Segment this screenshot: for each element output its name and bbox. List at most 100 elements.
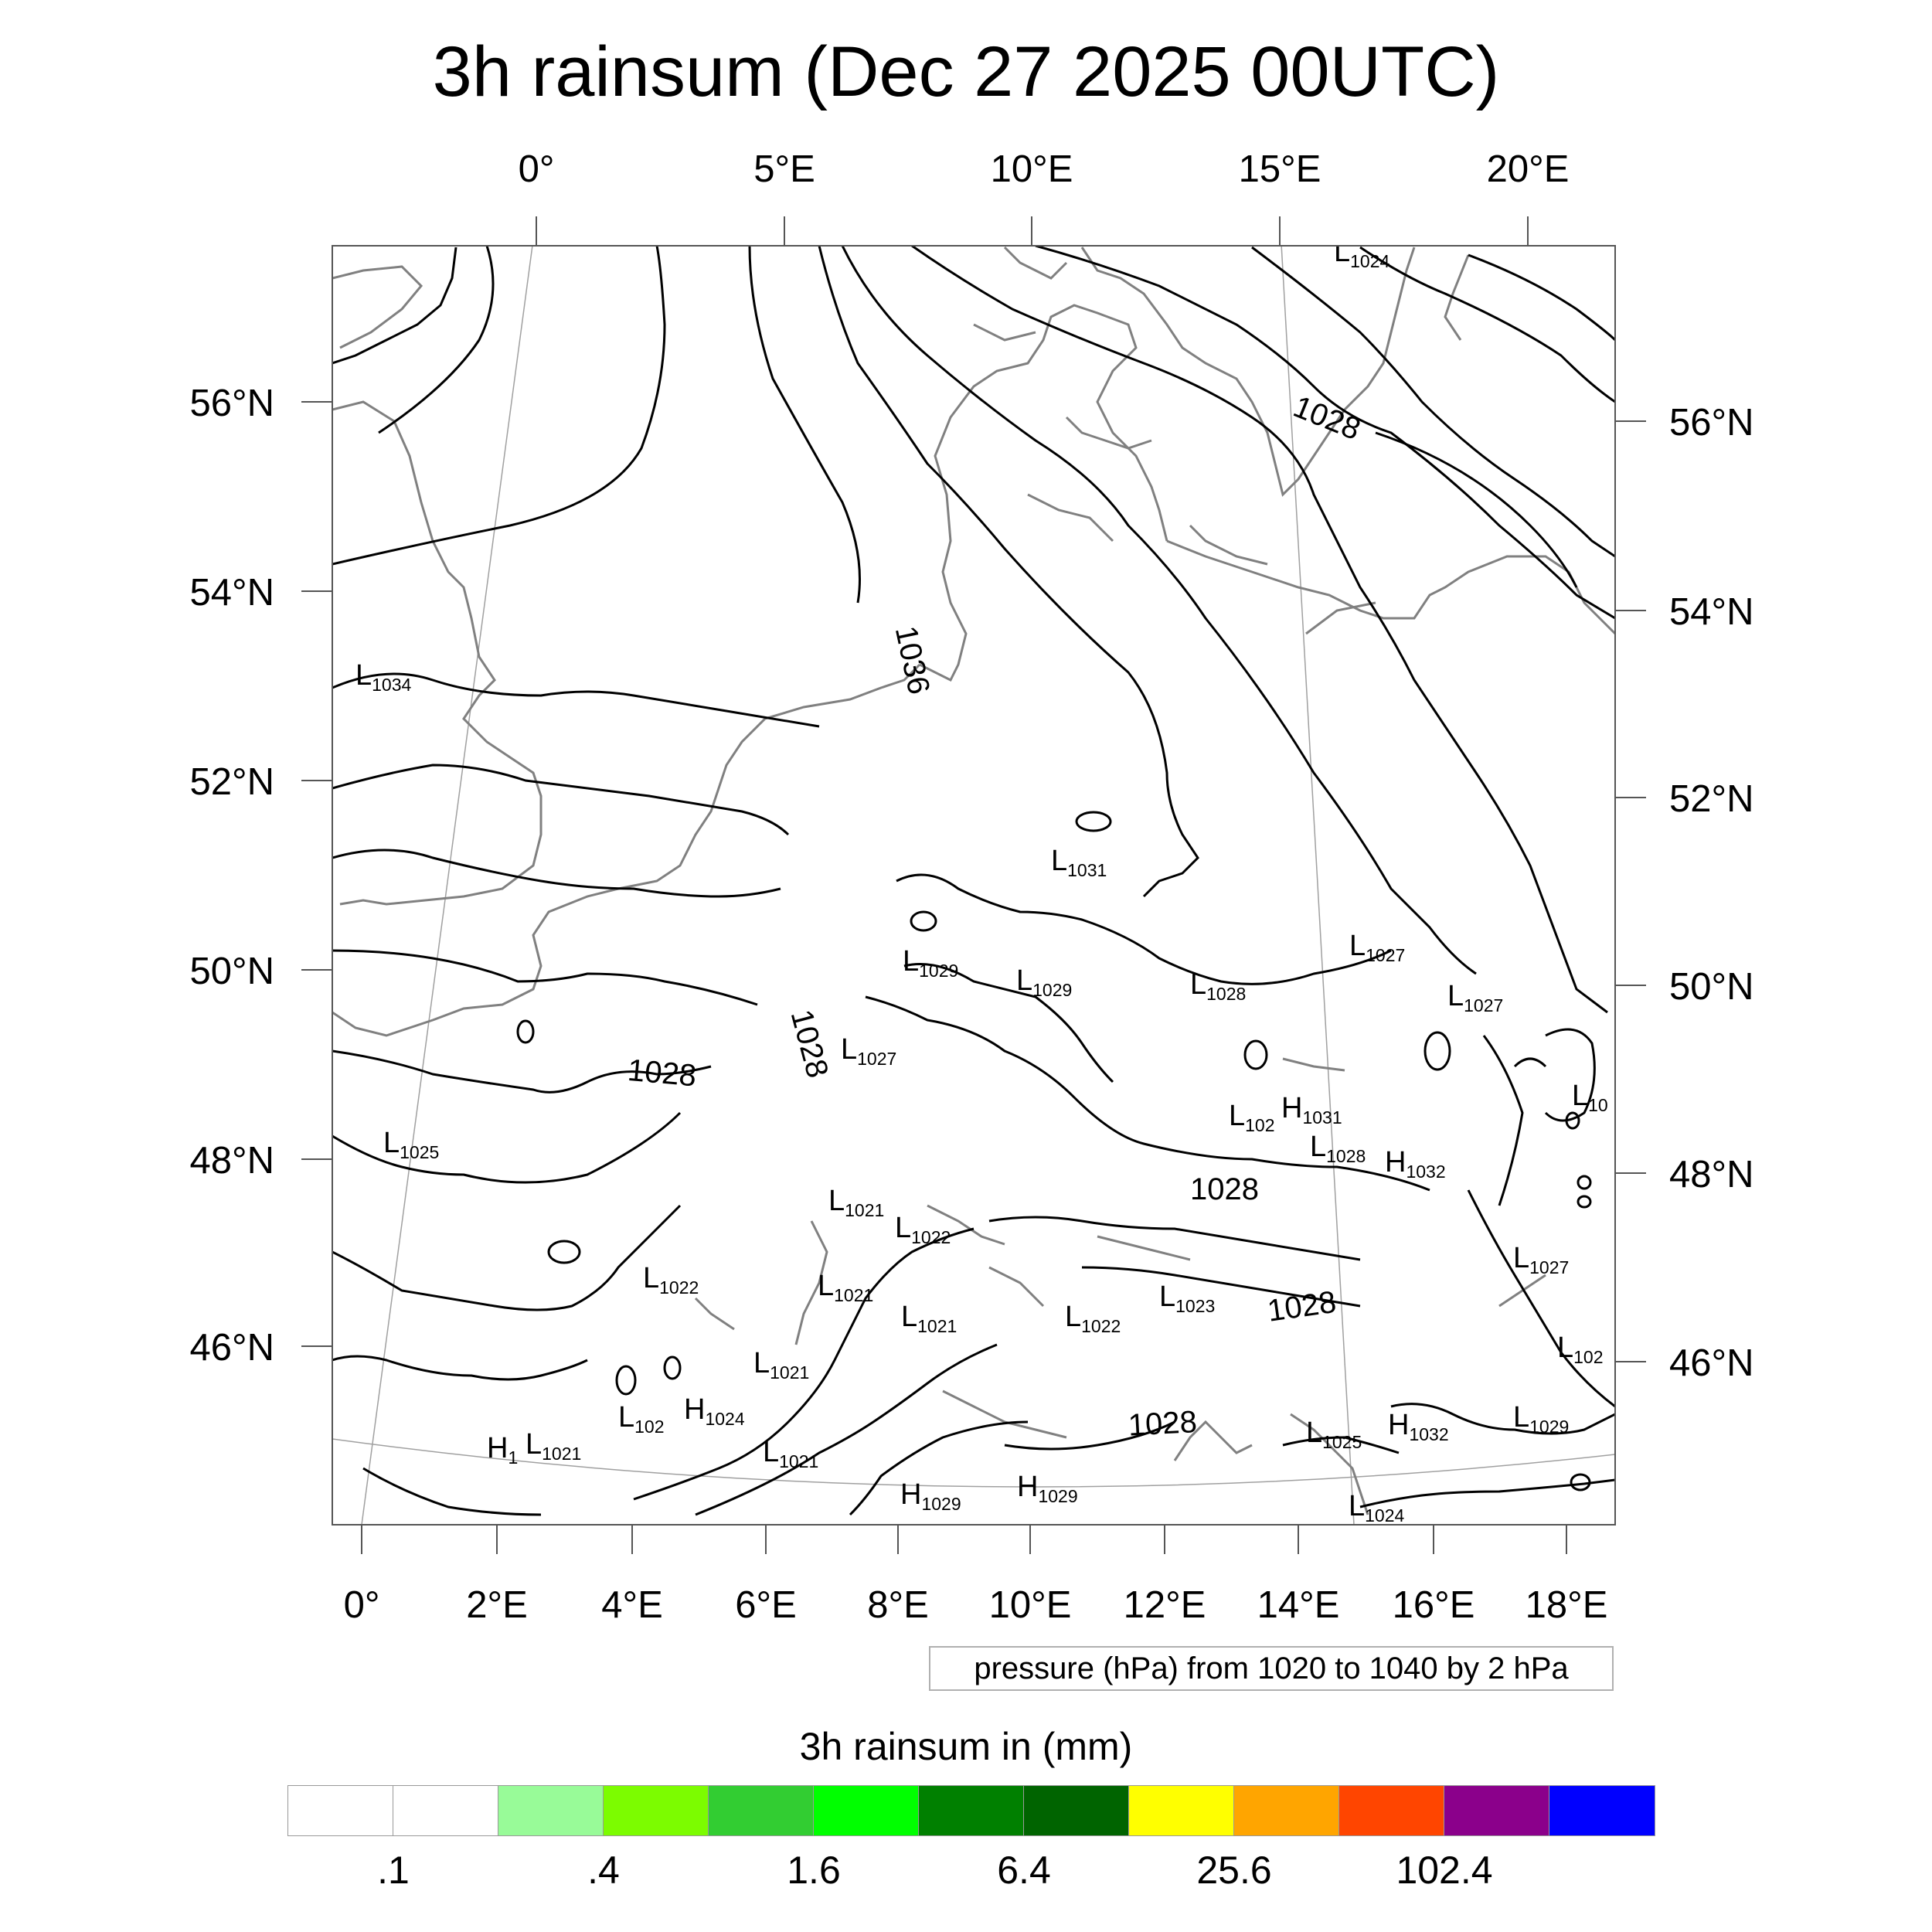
colorbar-label: 1.6: [787, 1849, 841, 1892]
pressure-center: L102: [1557, 1332, 1604, 1367]
lat-label: 56°N: [1669, 402, 1753, 444]
lat-label: 54°N: [190, 572, 274, 614]
colorbar-box: [1024, 1786, 1129, 1835]
pressure-center: L1028: [1310, 1131, 1366, 1166]
pressure-center: H1032: [1388, 1409, 1449, 1444]
pressure-center: L1021: [526, 1428, 581, 1464]
pressure-center: L1029: [1513, 1401, 1569, 1437]
pressure-center: L1021: [901, 1301, 957, 1336]
pressure-center: H1029: [1017, 1471, 1078, 1506]
colorbar-box: [498, 1786, 604, 1835]
lon-label: 20°E: [1487, 148, 1570, 190]
pressure-center: L1022: [643, 1262, 699, 1298]
pressure-center: L1031: [1051, 845, 1107, 880]
lat-label: 46°N: [1669, 1342, 1753, 1384]
lon-label: 14°E: [1257, 1584, 1340, 1626]
lon-label: 15°E: [1239, 148, 1321, 190]
lat-label: 50°N: [190, 951, 274, 992]
pressure-center: L1021: [818, 1270, 873, 1305]
lon-label: 8°E: [867, 1584, 929, 1626]
lat-label: 56°N: [190, 383, 274, 424]
pressure-center: L1024: [1349, 1490, 1405, 1526]
colorbar-box: [1549, 1786, 1655, 1835]
colorbar-label: .1: [377, 1849, 410, 1892]
lon-label: 5°E: [753, 148, 815, 190]
pressure-center: L10: [1572, 1080, 1608, 1115]
colorbar-box: [604, 1786, 709, 1835]
bottom-longitude-labels: 0° 2°E 4°E 6°E 8°E 10°E 12°E 14°E 16°E 1…: [344, 1584, 1608, 1626]
pressure-center: L1027: [1349, 930, 1405, 965]
colorbar-title: 3h rainsum in (mm): [799, 1725, 1133, 1768]
pressure-center: L1022: [895, 1212, 951, 1247]
colorbar-box: [814, 1786, 919, 1835]
lon-label: 0°: [344, 1584, 380, 1626]
isobar-label: 1028: [626, 1053, 697, 1094]
lat-label: 54°N: [1669, 591, 1753, 633]
lat-label: 48°N: [190, 1140, 274, 1182]
lon-label: 6°E: [735, 1584, 797, 1626]
colorbar-box: [1129, 1786, 1234, 1835]
top-longitude-labels: 0° 5°E 10°E 15°E 20°E: [519, 148, 1570, 190]
lat-label: 48°N: [1669, 1154, 1753, 1196]
colorbar-box: [288, 1786, 393, 1835]
isobar-label: 1028: [1190, 1172, 1259, 1206]
pressure-center: H1032: [1385, 1146, 1446, 1182]
colorbar-box: [709, 1786, 814, 1835]
isobars: [332, 246, 1615, 1516]
lat-label: 46°N: [190, 1327, 274, 1369]
colorbar-label: 25.6: [1196, 1849, 1272, 1892]
pressure-center: L1027: [1447, 980, 1503, 1015]
colorbar-box: [1339, 1786, 1444, 1835]
pressure-center: L1027: [1513, 1242, 1569, 1277]
pressure-center: L1022: [1065, 1301, 1121, 1336]
pressure-center: H1: [487, 1432, 518, 1468]
lon-label: 10°E: [989, 1584, 1072, 1626]
plot-frame: [332, 245, 1616, 1526]
pressure-center: L1028: [1190, 968, 1246, 1004]
pressure-center: L1023: [1159, 1281, 1215, 1316]
colorbar-label: 6.4: [997, 1849, 1051, 1892]
pressure-center: L1021: [828, 1185, 884, 1220]
colorbar-box: [1444, 1786, 1549, 1835]
pressure-centers: L1024 L1034 L1031 L1027 L1027 L1029 L102…: [355, 236, 1608, 1526]
map-title: 3h rainsum (Dec 27 2025 00UTC): [432, 32, 1500, 111]
lon-label: 2°E: [466, 1584, 528, 1626]
pressure-center: L1021: [753, 1347, 809, 1383]
lon-label: 16°E: [1393, 1584, 1475, 1626]
pressure-center: L1021: [763, 1436, 818, 1471]
colorbar-label: .4: [587, 1849, 620, 1892]
colorbar-label: 102.4: [1396, 1849, 1493, 1892]
pressure-center: L102: [1229, 1100, 1275, 1135]
lat-label: 52°N: [190, 761, 274, 803]
colorbar-box: [919, 1786, 1024, 1835]
graticule: [332, 246, 1615, 1525]
lon-label: 4°E: [601, 1584, 663, 1626]
pressure-center: L1027: [841, 1033, 896, 1069]
map-background: [332, 246, 1615, 1525]
pressure-center: L1034: [355, 659, 412, 695]
left-latitude-labels: 56°N 54°N 52°N 50°N 48°N 46°N: [190, 383, 274, 1369]
pressure-center: L1025: [383, 1127, 439, 1162]
colorbar-box: [1234, 1786, 1339, 1835]
pressure-center: L1029: [1016, 964, 1072, 1000]
axis-ticks: [301, 216, 1646, 1554]
contour-info-box: pressure (hPa) from 1020 to 1040 by 2 hP…: [929, 1646, 1614, 1691]
colorbar-box: [393, 1786, 498, 1835]
lon-label: 12°E: [1124, 1584, 1206, 1626]
lon-label: 18°E: [1526, 1584, 1608, 1626]
lon-label: 10°E: [991, 148, 1073, 190]
lon-label: 0°: [519, 148, 555, 190]
colorbar: [287, 1785, 1655, 1836]
pressure-center: H1031: [1281, 1092, 1342, 1128]
pressure-center: H1024: [684, 1393, 745, 1429]
lat-label: 52°N: [1669, 778, 1753, 820]
pressure-center: H1029: [900, 1478, 961, 1514]
pressure-center: L1025: [1306, 1417, 1362, 1452]
isobar-label: 1028: [1128, 1405, 1198, 1443]
pressure-center: L1024: [1334, 236, 1390, 271]
colorbar-labels: .1 .4 1.6 6.4 25.6 102.4: [0, 1847, 1932, 1901]
lat-label: 50°N: [1669, 966, 1753, 1008]
pressure-center: L1029: [903, 945, 958, 981]
right-latitude-labels: 56°N 54°N 52°N 50°N 48°N 46°N: [1669, 402, 1753, 1384]
pressure-center: L102: [618, 1401, 665, 1437]
